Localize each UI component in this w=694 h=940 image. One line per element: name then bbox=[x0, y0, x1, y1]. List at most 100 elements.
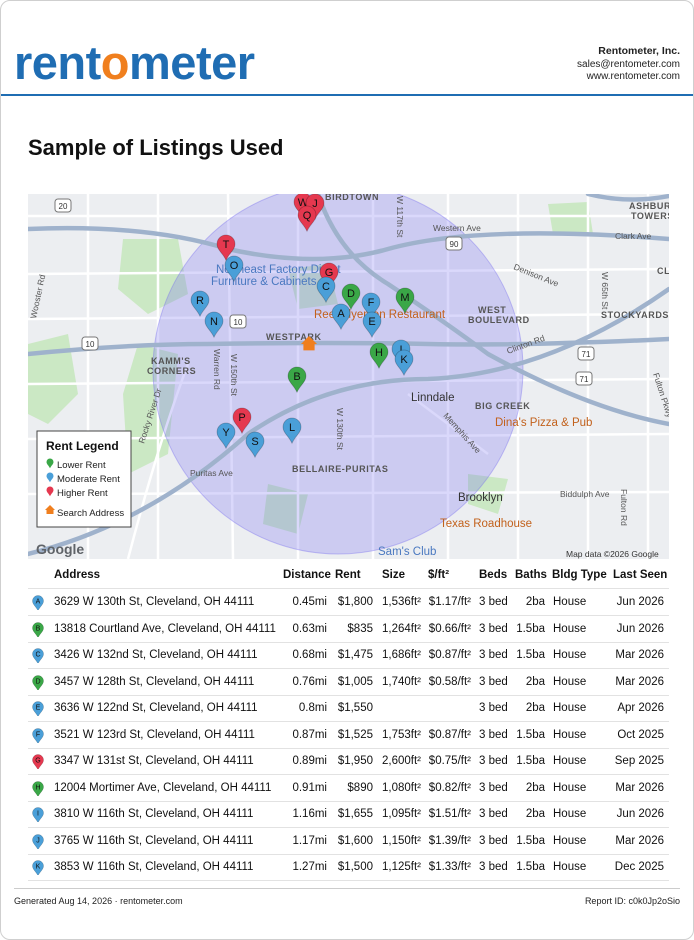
marker-pin bbox=[32, 833, 44, 851]
table-cell: House bbox=[553, 596, 587, 608]
table-cell: $1,950 bbox=[337, 755, 373, 767]
table-cell: 1,740ft² bbox=[382, 675, 421, 688]
route-shield: 20 bbox=[54, 198, 72, 213]
table-cell: 1.5ba bbox=[516, 755, 545, 767]
marker-icon: B bbox=[32, 621, 44, 639]
table-cell: $1,525 bbox=[337, 728, 373, 741]
column-header: Size bbox=[382, 569, 406, 581]
shield-bg bbox=[577, 346, 595, 361]
pin-letter: W bbox=[298, 197, 309, 209]
map-pins: W JQ TO GC D M F A E RN H IK B P L Y S bbox=[190, 194, 415, 459]
table-cell: House bbox=[553, 861, 587, 873]
pin-shape bbox=[232, 407, 252, 435]
table-cell: $0.58/ft² bbox=[428, 675, 471, 688]
map-label: W 65th St bbox=[600, 272, 610, 310]
table-cell: House bbox=[553, 728, 587, 741]
legend-pin bbox=[46, 472, 54, 483]
pin-letter: G bbox=[325, 267, 334, 279]
shield-number: 20 bbox=[59, 202, 68, 211]
column-header: Last Seen bbox=[613, 569, 668, 581]
map-pin: E bbox=[362, 311, 382, 339]
marker-pin bbox=[32, 648, 44, 665]
map-label: Warren Rd bbox=[212, 349, 222, 390]
marker-icon: K bbox=[32, 860, 44, 877]
marker-letter: F bbox=[36, 731, 40, 738]
row-marker: B bbox=[32, 621, 44, 639]
pin-letter: R bbox=[196, 295, 204, 307]
map-pin: P bbox=[232, 407, 252, 435]
row-rule bbox=[28, 615, 669, 616]
table-cell: $0.66/ft² bbox=[428, 622, 471, 635]
shield-number: 71 bbox=[582, 350, 591, 359]
table-cell: 1,264ft² bbox=[382, 622, 421, 635]
marker-icon: I bbox=[32, 807, 44, 824]
marker-icon: G bbox=[32, 754, 44, 771]
marker-icon: E bbox=[32, 701, 44, 718]
map-label: KAMM'S bbox=[151, 356, 191, 366]
table-cell: 0.87mi bbox=[292, 728, 327, 741]
row-rule bbox=[28, 880, 669, 881]
table-cell: 3347 W 131st St, Cleveland, OH 44111 bbox=[54, 755, 254, 767]
table-cell: 3 bed bbox=[479, 781, 508, 794]
marker-letter: K bbox=[36, 864, 41, 871]
pin-shape bbox=[297, 205, 317, 233]
table-cell: 3 bed bbox=[479, 622, 508, 635]
map-label: Texas Roadhouse bbox=[440, 518, 532, 530]
table-cell: 3 bed bbox=[479, 596, 508, 608]
table-cell: Mar 2026 bbox=[615, 649, 664, 661]
table-cell: $1,800 bbox=[337, 596, 373, 608]
row-marker: K bbox=[32, 860, 44, 877]
route-shield: 10 bbox=[229, 314, 247, 329]
map-label: CORNERS bbox=[147, 366, 196, 376]
column-header: Bldg Type bbox=[552, 569, 607, 581]
table-cell: $0.87/ft² bbox=[428, 728, 471, 741]
route-shield: 71 bbox=[577, 346, 595, 361]
row-marker: G bbox=[32, 754, 44, 771]
pin-shape bbox=[287, 366, 307, 394]
table-cell: 3426 W 132nd St, Cleveland, OH 44111 bbox=[54, 649, 258, 661]
table-cell: $1,500 bbox=[337, 861, 373, 873]
table-cell: 3 bed bbox=[479, 675, 508, 688]
header-rule bbox=[28, 588, 669, 589]
company-website: www.rentometer.com bbox=[586, 71, 680, 82]
table-cell: 1.5ba bbox=[516, 649, 545, 661]
table-cell: $0.87/ft² bbox=[428, 649, 471, 661]
row-marker: F bbox=[32, 727, 44, 745]
table-cell: House bbox=[553, 649, 587, 661]
pin-letter: A bbox=[337, 308, 345, 320]
table-cell: $1.51/ft² bbox=[428, 808, 471, 820]
column-header: $/ft² bbox=[428, 569, 450, 581]
map-label: Dina's Pizza & Pub bbox=[495, 417, 592, 429]
marker-pin bbox=[32, 621, 44, 639]
pin-shape bbox=[282, 417, 302, 445]
map-pin: K bbox=[394, 349, 414, 377]
pin-shape bbox=[245, 431, 265, 459]
map-pin: F bbox=[361, 292, 381, 320]
pin-letter: L bbox=[289, 422, 295, 434]
shield-bg bbox=[54, 198, 72, 213]
legend-label: Higher Rent bbox=[57, 488, 108, 499]
table-cell: 1.17mi bbox=[292, 834, 327, 847]
map-label: CLAR bbox=[657, 266, 669, 276]
map-pin: Q bbox=[297, 205, 317, 233]
marker-pin bbox=[32, 780, 44, 798]
table-cell: 0.89mi bbox=[292, 755, 327, 767]
map-pin: C bbox=[316, 276, 336, 304]
footer-generated: Generated Aug 14, 2026 · rentometer.com bbox=[14, 896, 183, 906]
table-cell: 1.5ba bbox=[516, 728, 545, 741]
pin-letter: M bbox=[400, 292, 409, 304]
table-cell: 0.45mi bbox=[292, 596, 327, 608]
table-cell: 3765 W 116th St, Cleveland, OH 44111 bbox=[54, 834, 254, 847]
table-cell: $890 bbox=[347, 781, 373, 794]
shield-number: 71 bbox=[580, 375, 589, 384]
table-cell: House bbox=[553, 702, 587, 714]
table-cell: 2ba bbox=[525, 808, 545, 820]
row-marker: D bbox=[32, 674, 44, 692]
table-cell: $1,655 bbox=[337, 808, 373, 820]
table-cell: Mar 2026 bbox=[615, 834, 664, 847]
marker-letter: A bbox=[36, 599, 41, 606]
table-cell: Mar 2026 bbox=[615, 781, 664, 794]
table-cell: 1,686ft² bbox=[382, 649, 421, 661]
